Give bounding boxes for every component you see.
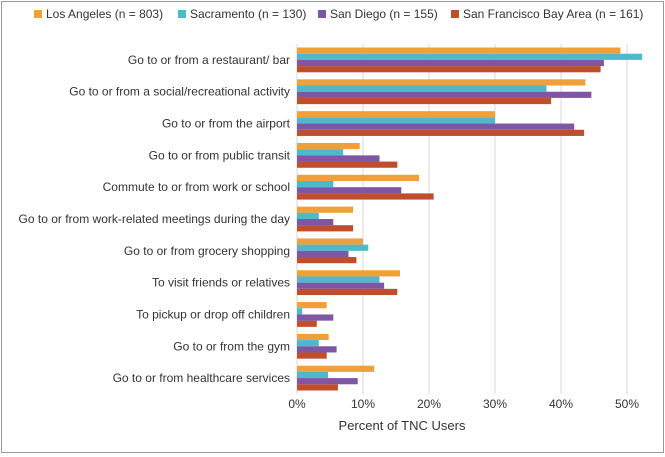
x-tick-label: 20% (417, 397, 441, 411)
bar (297, 142, 360, 150)
bar (297, 340, 319, 347)
bar (297, 302, 327, 309)
bar (297, 111, 495, 118)
bar (297, 129, 585, 136)
bar (297, 250, 349, 258)
bar (297, 79, 586, 86)
x-tick-label: 30% (483, 397, 507, 411)
bar (297, 187, 402, 194)
category-label: Go to or from grocery shopping (124, 244, 290, 258)
x-tick-label: 10% (351, 397, 375, 411)
bar (297, 238, 363, 245)
bar (297, 97, 552, 105)
legend-label: San Diego (n = 155) (330, 7, 438, 21)
bar (297, 270, 400, 277)
x-tick-label: 40% (549, 397, 573, 411)
category-label: Go to or from work-related meetings duri… (19, 212, 290, 226)
bar (297, 346, 337, 353)
bar (297, 371, 329, 379)
legend-swatch (318, 10, 326, 18)
bar (297, 333, 329, 341)
legend-swatch (178, 10, 186, 18)
legend: Los Angeles (n = 803) Sacramento (n = 130… (34, 7, 643, 21)
category-label: Go to or from a restaurant/ bar (128, 53, 290, 67)
bar (297, 288, 398, 296)
bar (297, 155, 380, 162)
bar (297, 123, 575, 130)
bar (297, 352, 327, 359)
legend-label: Sacramento (n = 130) (190, 7, 306, 21)
bar (297, 244, 369, 251)
bar (297, 314, 334, 321)
legend-swatch (34, 10, 42, 18)
bar (297, 225, 354, 232)
category-label: Go to or from a social/recreational acti… (69, 85, 290, 99)
legend-label: San Francisco Bay Area (n = 161) (463, 7, 643, 21)
category-label: Go to or from healthcare services (113, 371, 290, 385)
bar (297, 149, 344, 156)
bar (297, 47, 621, 54)
bar (297, 365, 375, 372)
bar (297, 85, 547, 92)
bar (297, 276, 380, 283)
category-label: To pickup or drop off children (136, 307, 290, 321)
category-label: To visit friends or relatives (152, 276, 290, 290)
x-tick-label: 0% (288, 397, 306, 411)
bar (297, 174, 420, 181)
bar (297, 66, 601, 73)
bars (297, 47, 643, 391)
bar (297, 193, 434, 200)
category-label: Go to or from the gym (173, 339, 290, 353)
bar (297, 320, 317, 327)
category-label: Commute to or from work or school (103, 180, 290, 194)
bar (297, 212, 319, 219)
bar (297, 378, 358, 385)
legend-label: Los Angeles (n = 803) (46, 7, 163, 21)
bar (297, 257, 357, 264)
bar (297, 308, 303, 315)
bar (297, 282, 385, 289)
category-label: Go to or from public transit (149, 148, 291, 162)
category-label: Go to or from the airport (162, 117, 291, 131)
chart-svg: Los Angeles (n = 803) Sacramento (n = 130… (19, 7, 644, 433)
bar (297, 161, 398, 168)
bar (297, 206, 354, 213)
bar (297, 117, 495, 124)
bar (297, 180, 334, 188)
bar (297, 219, 334, 226)
bar (297, 384, 338, 391)
legend-swatch (451, 10, 459, 18)
category-labels: Go to or from a restaurant/ bar Go to or … (19, 53, 291, 385)
x-tick-label: 50% (615, 397, 639, 411)
x-axis-label: Percent of TNC Users (339, 418, 466, 433)
x-tick-labels: 0% 10% 20% 30% 40% 50% (288, 397, 639, 411)
bar (297, 53, 643, 60)
bar (297, 59, 604, 67)
bar (297, 91, 592, 98)
